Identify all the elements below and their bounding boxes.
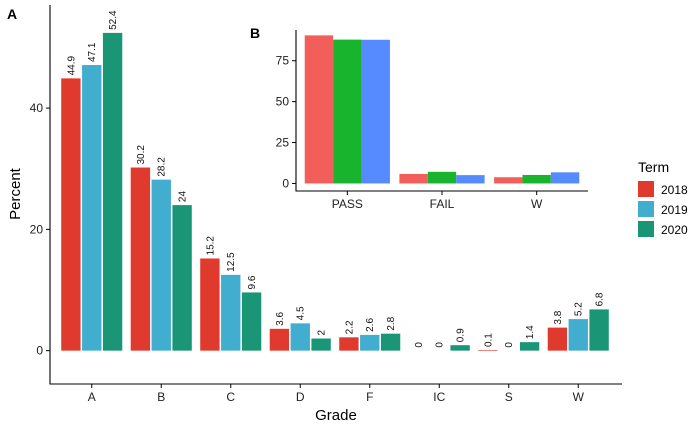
panel-a-y-tick-label: 20 <box>30 222 44 236</box>
panel-a-bar-2018-D <box>269 328 290 351</box>
panel-b: B 0 25 50 75 PASS FAIL W <box>250 25 588 211</box>
panel-b-x-tick-label: W <box>531 197 543 211</box>
panel-a-x-tick-label: D <box>296 390 305 404</box>
panel-b-marks: 0 25 50 75 PASS FAIL W <box>276 35 580 211</box>
panel-a-data-label: 1.4 <box>525 325 536 339</box>
panel-a-bar-2018-F <box>339 337 359 351</box>
panel-a-tag: A <box>7 6 17 22</box>
panel-a-bar-2018-C <box>200 258 220 351</box>
panel-b-bar-2019-PASS <box>333 39 362 184</box>
panel-a-bar-2019-F <box>360 334 380 351</box>
legend-label-2020: 2020 <box>661 223 688 237</box>
panel-a: A Grade Percent 02040A44.947.152.4B30.22… <box>7 5 622 424</box>
legend-swatch-2020 <box>638 221 654 237</box>
panel-a-y-title: Percent <box>7 167 24 220</box>
panel-a-bar-2020-S <box>519 342 540 351</box>
panel-a-bar-2020-IC <box>450 345 470 351</box>
panel-a-bar-2020-D <box>311 338 331 351</box>
panel-a-bar-2020-A <box>102 32 123 351</box>
panel-a-data-label: 12.5 <box>226 252 237 272</box>
panel-a-y-tick-label: 40 <box>30 101 44 115</box>
panel-a-bar-2020-B <box>172 205 192 351</box>
panel-a-x-title: Grade <box>315 407 357 424</box>
legend-swatch-2019 <box>638 201 654 217</box>
panel-a-data-label: 2.8 <box>386 316 397 330</box>
panel-a-data-label: 2.6 <box>365 318 376 332</box>
panel-b-bar-2020-FAIL <box>456 175 485 184</box>
panel-a-data-label: 15.2 <box>205 236 216 256</box>
panel-a-bar-2018-W <box>547 327 568 351</box>
panel-a-data-label: 4.5 <box>296 306 307 320</box>
panel-a-data-label: 47.1 <box>87 42 98 62</box>
panel-b-tag: B <box>250 25 260 41</box>
panel-b-bar-2019-W <box>522 174 551 184</box>
panel-a-data-label: 3.6 <box>275 311 286 325</box>
panel-b-y-tick-label: 50 <box>276 95 290 109</box>
panel-a-bar-2018-S <box>478 350 498 351</box>
legend: Term 2018 2019 2020 <box>638 159 688 237</box>
panel-a-data-label: 6.8 <box>595 292 606 306</box>
panel-a-data-label: 0 <box>435 342 446 348</box>
panel-a-bar-2020-F <box>380 333 401 351</box>
panel-a-x-tick-label: W <box>573 390 585 404</box>
panel-b-x-tick-label: PASS <box>332 197 363 211</box>
legend-title: Term <box>638 159 669 175</box>
panel-a-x-tick-label: F <box>366 390 373 404</box>
panel-b-y-tick-label: 0 <box>282 176 289 190</box>
panel-a-marks: 02040A44.947.152.4B30.228.224C15.212.59.… <box>30 10 609 404</box>
legend-swatch-2018 <box>638 181 654 197</box>
panel-a-data-label: 0.1 <box>483 333 494 347</box>
panel-b-bar-2020-W <box>550 172 580 184</box>
panel-a-x-tick-label: S <box>505 390 513 404</box>
panel-a-x-tick-label: C <box>226 390 235 404</box>
panel-a-bar-2018-A <box>61 78 81 351</box>
panel-a-data-label: 0.9 <box>456 328 467 342</box>
panel-b-bar-2018-FAIL <box>399 173 428 184</box>
panel-b-bar-2018-W <box>494 177 523 184</box>
legend-label-2019: 2019 <box>661 203 688 217</box>
panel-a-data-label: 24 <box>178 191 189 203</box>
panel-b-bar-2018-PASS <box>304 35 334 184</box>
panel-a-data-label: 0 <box>414 342 425 348</box>
panel-a-bar-2019-C <box>221 274 241 351</box>
panel-a-y-tick-label: 0 <box>36 344 43 358</box>
panel-a-data-label: 5.2 <box>574 302 585 316</box>
panel-a-data-label: 44.9 <box>66 55 77 75</box>
panel-a-bar-2019-B <box>151 179 171 351</box>
panel-a-data-label: 3.8 <box>553 310 564 324</box>
panel-a-data-label: 2.2 <box>344 320 355 334</box>
legend-label-2018: 2018 <box>661 183 688 197</box>
panel-b-bar-2019-FAIL <box>427 171 457 184</box>
panel-b-x-tick-label: FAIL <box>430 197 455 211</box>
panel-a-x-tick-label: B <box>157 390 165 404</box>
panel-a-bar-2020-W <box>589 309 609 351</box>
legend-items: 2018 2019 2020 <box>638 181 688 237</box>
panel-b-bar-2020-PASS <box>361 39 390 184</box>
panel-a-bar-2019-A <box>82 65 102 351</box>
panel-a-data-label: 52.4 <box>108 10 119 30</box>
panel-a-data-label: 2 <box>317 330 328 336</box>
panel-a-bar-2020-C <box>241 292 262 351</box>
panel-a-data-label: 30.2 <box>136 145 147 165</box>
panel-b-y-tick-label: 25 <box>276 136 290 150</box>
panel-a-x-tick-label: IC <box>433 390 445 404</box>
panel-a-x-tick-label: A <box>88 390 96 404</box>
panel-a-data-label: 0 <box>504 342 515 348</box>
panel-a-bar-2019-D <box>290 323 310 351</box>
panel-b-y-tick-label: 75 <box>276 54 290 68</box>
panel-a-bar-2018-B <box>130 167 151 351</box>
panel-a-data-label: 9.6 <box>247 275 258 289</box>
panel-a-data-label: 28.2 <box>157 157 168 177</box>
panel-a-bar-2019-W <box>568 319 588 351</box>
